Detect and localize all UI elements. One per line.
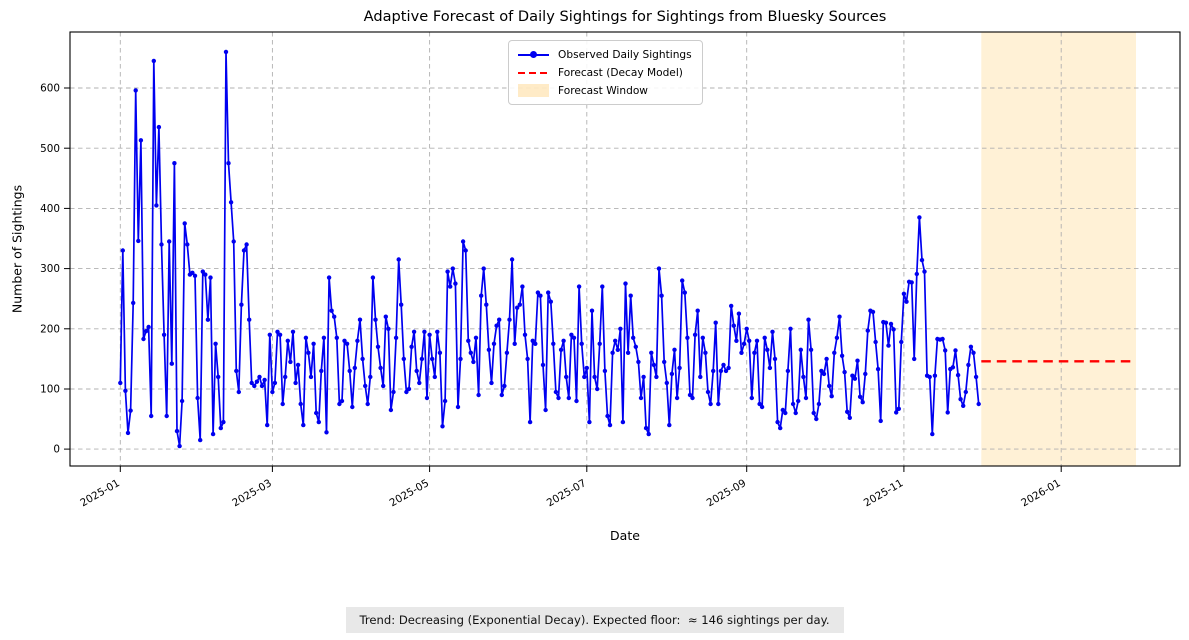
svg-text:2025-03: 2025-03 <box>230 477 274 509</box>
svg-text:2025-09: 2025-09 <box>705 477 749 509</box>
legend-item-forecast: Forecast (Decay Model) <box>518 66 692 79</box>
legend-label-observed: Observed Daily Sightings <box>558 48 692 61</box>
svg-text:400: 400 <box>40 203 60 215</box>
observed-line-swatch-icon <box>518 48 549 61</box>
legend-box: Observed Daily Sightings Forecast (Decay… <box>508 40 703 105</box>
legend-item-window: Forecast Window <box>518 84 692 97</box>
legend-item-observed: Observed Daily Sightings <box>518 48 692 61</box>
svg-text:2026-01: 2026-01 <box>1019 477 1063 509</box>
svg-text:300: 300 <box>40 263 60 275</box>
svg-text:200: 200 <box>40 323 60 335</box>
trend-annotation: Trend: Decreasing (Exponential Decay). E… <box>345 607 844 633</box>
svg-text:2025-05: 2025-05 <box>387 477 431 509</box>
svg-text:100: 100 <box>40 384 60 396</box>
chart-title: Adaptive Forecast of Daily Sightings for… <box>363 8 887 25</box>
window-patch-swatch-icon <box>518 84 549 97</box>
legend-label-forecast: Forecast (Decay Model) <box>558 66 683 79</box>
svg-text:2025-11: 2025-11 <box>862 477 906 509</box>
svg-text:2025-07: 2025-07 <box>545 477 589 509</box>
svg-text:0: 0 <box>53 444 60 456</box>
legend-label-window: Forecast Window <box>558 84 648 97</box>
svg-text:500: 500 <box>40 143 60 155</box>
forecast-dash-swatch-icon <box>518 66 549 79</box>
svg-text:2025-01: 2025-01 <box>78 477 122 509</box>
x-axis-label: Date <box>610 528 640 543</box>
svg-text:600: 600 <box>40 83 60 95</box>
